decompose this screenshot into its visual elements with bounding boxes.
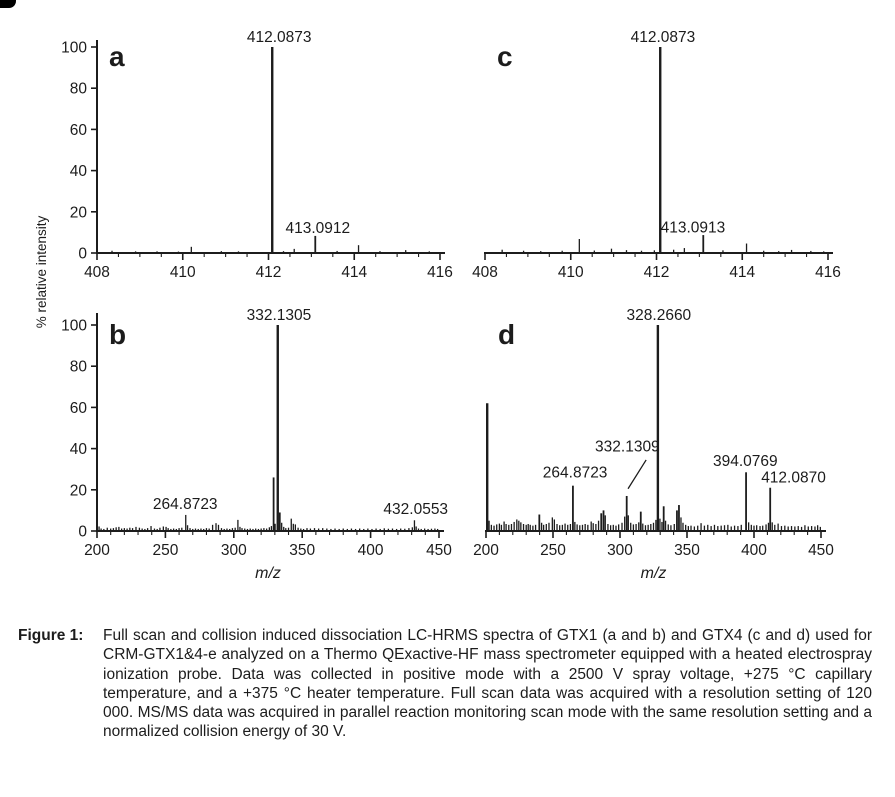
x-axis-title: m/z <box>641 565 667 582</box>
peak-label: 332.1309 <box>595 439 660 456</box>
peak-label: 332.1305 <box>247 307 312 324</box>
x-tick-label: 410 <box>170 264 196 281</box>
annotation-leader-line <box>627 459 647 490</box>
x-tick-label: 200 <box>84 542 110 559</box>
peak-label: 264.8723 <box>543 464 608 481</box>
y-tick-label: 40 <box>70 163 88 180</box>
x-tick-label: 400 <box>358 542 384 559</box>
peak-label: 432.0553 <box>383 501 448 518</box>
x-tick-label: 350 <box>674 542 700 559</box>
x-tick-label: 412 <box>644 264 670 281</box>
panel-a: 408 410 412 414 416 0 20 40 60 80 100 412.0873 413.0… <box>61 29 453 281</box>
x-tick-label: 350 <box>289 542 315 559</box>
peak-label: 412.0873 <box>247 29 312 46</box>
x-tick-label: 416 <box>427 264 453 281</box>
panel-d: 200 250 300 350 400 450 328.2660 264.8723 332.13… <box>473 307 834 582</box>
x-tick-label: 416 <box>815 264 841 281</box>
peak-label: 412.0873 <box>631 29 696 46</box>
x-tick-label: 450 <box>426 542 452 559</box>
x-tick-label: 200 <box>473 542 499 559</box>
panel-b: 200 250 300 350 400 450 0 20 40 60 80 100 332.1305 26… <box>61 307 452 582</box>
x-tick-label: 400 <box>741 542 767 559</box>
panel-letter: a <box>109 41 125 72</box>
peak-label: 412.0870 <box>761 470 826 487</box>
x-axis-title: m/z <box>255 565 281 582</box>
peak-label: 264.8723 <box>153 496 218 513</box>
x-tick-label: 408 <box>472 264 498 281</box>
x-tick-label: 450 <box>808 542 834 559</box>
y-tick-label: 60 <box>70 400 88 417</box>
x-tick-label: 414 <box>341 264 367 281</box>
x-tick-label: 414 <box>729 264 755 281</box>
x-tick-label: 408 <box>84 264 110 281</box>
mass-spectra-figure: 408 410 412 414 416 0 20 40 60 80 100 412.0873 413.0… <box>34 29 841 582</box>
y-tick-label: 20 <box>70 482 88 499</box>
peak-label: 328.2660 <box>627 307 692 324</box>
y-tick-label: 40 <box>70 441 88 458</box>
x-tick-label: 250 <box>540 542 566 559</box>
panel-letter: d <box>498 319 515 350</box>
y-tick-label: 80 <box>70 359 88 376</box>
y-tick-label: 100 <box>61 318 87 335</box>
y-tick-label: 60 <box>70 122 88 139</box>
peak-label: 394.0769 <box>713 453 778 470</box>
x-tick-label: 300 <box>607 542 633 559</box>
panel-letter: c <box>497 41 513 72</box>
y-axis-title: % relative intensity <box>34 215 49 328</box>
caption-label: Figure 1: <box>18 627 84 644</box>
peak-label: 413.0913 <box>661 219 726 236</box>
panel-c: 408 410 412 414 416 412.0873 413.0913 c <box>472 29 841 281</box>
x-tick-label: 412 <box>256 264 282 281</box>
y-tick-label: 100 <box>61 40 87 57</box>
x-tick-label: 300 <box>221 542 247 559</box>
figure-caption: Figure 1: Full scan and collision induce… <box>18 626 872 742</box>
peak-label: 413.0912 <box>285 220 350 237</box>
y-tick-label: 0 <box>78 246 87 263</box>
x-tick-label: 250 <box>152 542 178 559</box>
caption-text: Full scan and collision induced dissocia… <box>103 627 872 741</box>
scan-artifact-mark <box>0 0 16 8</box>
x-tick-label: 410 <box>558 264 584 281</box>
y-tick-label: 20 <box>70 204 88 221</box>
panel-letter: b <box>109 319 126 350</box>
y-tick-label: 80 <box>70 81 88 98</box>
y-tick-label: 0 <box>78 524 87 541</box>
